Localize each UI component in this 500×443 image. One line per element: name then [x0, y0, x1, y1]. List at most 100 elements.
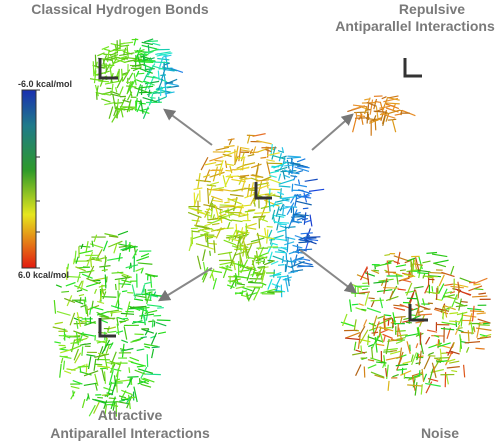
segment	[306, 236, 321, 238]
segment	[105, 344, 110, 354]
segment	[97, 52, 105, 57]
segment	[117, 68, 120, 82]
segment	[81, 398, 86, 409]
segment	[210, 181, 220, 186]
segment	[101, 288, 105, 295]
segment	[118, 243, 131, 248]
segment	[211, 273, 215, 282]
segment	[101, 91, 112, 95]
segment	[477, 318, 491, 324]
segment	[368, 322, 377, 327]
segment	[363, 319, 368, 327]
segment	[444, 291, 453, 295]
segment	[195, 243, 209, 248]
segment	[103, 93, 111, 96]
segment	[410, 354, 414, 362]
segment	[119, 105, 124, 118]
segment	[107, 309, 120, 313]
segment	[195, 216, 200, 227]
segment	[141, 44, 158, 50]
segment	[266, 177, 282, 184]
segment	[114, 102, 123, 104]
segment	[153, 321, 156, 327]
segment	[166, 85, 180, 89]
segment	[360, 338, 371, 343]
segment	[449, 291, 456, 294]
segment	[187, 211, 202, 219]
segment	[375, 106, 379, 119]
segment	[274, 271, 282, 276]
segment	[58, 334, 74, 337]
segment	[96, 311, 109, 318]
segment	[260, 156, 267, 159]
segment	[258, 252, 269, 257]
segment	[251, 177, 259, 181]
segment	[247, 280, 254, 283]
segment	[349, 299, 352, 312]
segment	[69, 312, 76, 326]
segment	[445, 374, 449, 385]
segment	[223, 150, 231, 153]
segment	[266, 229, 269, 244]
segment	[467, 330, 470, 342]
segment	[118, 395, 127, 399]
segment	[95, 85, 99, 95]
segment	[253, 288, 260, 301]
segment	[206, 231, 209, 247]
segment	[233, 250, 246, 256]
segment	[369, 99, 374, 115]
segment	[370, 371, 385, 378]
segment	[255, 273, 263, 277]
segment	[204, 161, 217, 166]
segment	[405, 282, 413, 296]
segment	[250, 270, 261, 276]
segment	[213, 240, 216, 254]
segment	[278, 185, 291, 188]
segment	[157, 57, 170, 61]
segment	[251, 260, 256, 270]
segment	[385, 338, 390, 355]
segment	[455, 304, 468, 308]
segment	[111, 83, 114, 95]
segment	[132, 248, 139, 259]
segment	[140, 85, 143, 96]
segment	[368, 343, 374, 348]
segment	[395, 363, 409, 367]
segment	[219, 167, 224, 177]
segment	[137, 380, 146, 385]
segment	[355, 307, 367, 312]
segment	[290, 269, 304, 273]
segment	[121, 343, 125, 358]
segment	[297, 179, 301, 185]
segment	[390, 349, 397, 352]
segment	[421, 368, 425, 383]
segment	[127, 394, 131, 410]
segment	[209, 156, 223, 162]
segment	[226, 284, 235, 289]
segment	[247, 209, 256, 211]
segment	[257, 266, 266, 269]
segment	[238, 147, 242, 162]
segment	[126, 91, 133, 101]
segment	[402, 361, 411, 365]
segment	[261, 282, 265, 289]
panel-title: Antiparallel Interactions	[335, 18, 495, 34]
segment	[99, 289, 107, 292]
segment	[288, 171, 300, 175]
segment	[89, 307, 92, 315]
segment	[250, 163, 262, 169]
segment	[364, 272, 376, 277]
segment	[106, 343, 113, 346]
segment	[231, 219, 243, 223]
segment	[290, 193, 296, 204]
segment	[156, 52, 173, 57]
segment	[403, 317, 410, 321]
segment	[460, 300, 468, 303]
segment	[260, 205, 270, 210]
segment	[393, 307, 406, 311]
segment	[470, 321, 474, 334]
segment	[97, 396, 104, 399]
segment	[283, 260, 297, 263]
segment	[373, 269, 380, 272]
segment	[284, 225, 287, 242]
